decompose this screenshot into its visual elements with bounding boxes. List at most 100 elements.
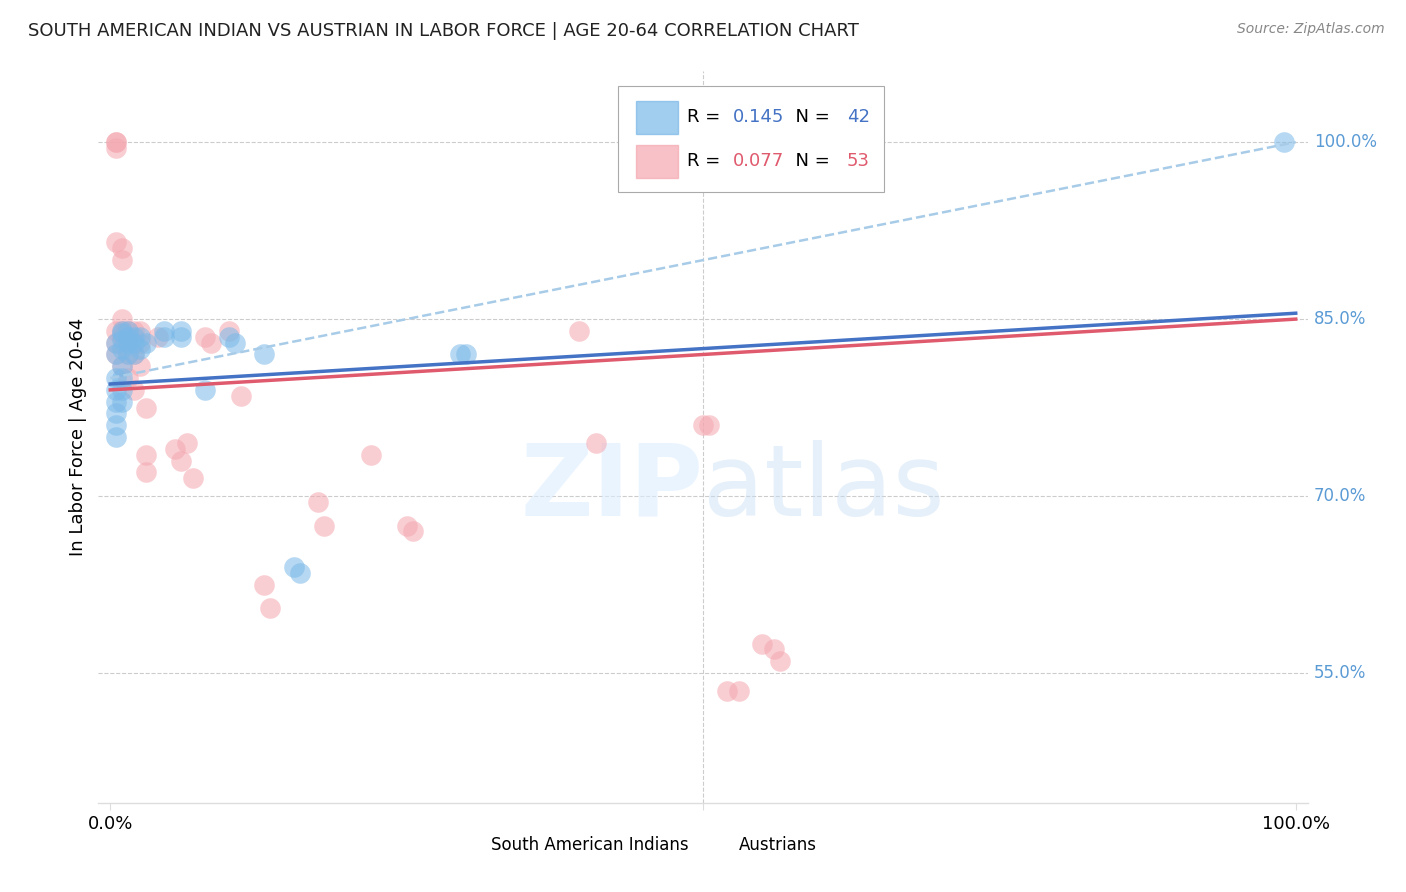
Point [692, 418, 714, 433]
Text: 70.0%: 70.0% [1313, 487, 1367, 505]
Point [111, 324, 134, 338]
Point [105, 141, 128, 155]
Point [697, 418, 720, 433]
Point [105, 347, 128, 361]
Point [117, 347, 139, 361]
Text: SOUTH AMERICAN INDIAN VS AUSTRIAN IN LABOR FORCE | AGE 20-64 CORRELATION CHART: SOUTH AMERICAN INDIAN VS AUSTRIAN IN LAB… [28, 22, 859, 40]
Point [111, 324, 134, 338]
Point [105, 394, 128, 409]
Point [727, 683, 749, 698]
Point [283, 559, 305, 574]
Point [312, 518, 335, 533]
Point [105, 418, 128, 433]
Text: N =: N = [785, 153, 835, 170]
Point [567, 324, 589, 338]
Text: Source: ZipAtlas.com: Source: ZipAtlas.com [1237, 22, 1385, 37]
Point [229, 389, 252, 403]
Text: atlas: atlas [703, 440, 945, 537]
Point [763, 642, 786, 657]
Point [585, 436, 607, 450]
Point [129, 335, 152, 350]
Point [122, 347, 145, 361]
Point [165, 442, 187, 456]
Point [194, 383, 217, 397]
Point [253, 577, 276, 591]
Point [181, 471, 204, 485]
Point [105, 407, 128, 421]
Point [218, 324, 240, 338]
Point [105, 383, 128, 397]
Point [111, 312, 134, 326]
Text: 55.0%: 55.0% [1313, 664, 1367, 682]
Point [111, 334, 134, 348]
Point [111, 359, 134, 374]
Point [111, 359, 134, 374]
Point [307, 495, 329, 509]
Point [176, 436, 198, 450]
Point [111, 342, 134, 356]
Point [105, 235, 128, 250]
Point [111, 371, 134, 385]
Point [122, 324, 145, 338]
Text: R =: R = [688, 153, 727, 170]
FancyBboxPatch shape [637, 145, 678, 178]
Point [129, 330, 152, 344]
Point [152, 330, 174, 344]
Point [105, 430, 128, 444]
Point [117, 330, 139, 344]
Point [170, 453, 193, 467]
Point [288, 566, 311, 580]
Text: 100.0%: 100.0% [1313, 133, 1376, 151]
Text: Austrians: Austrians [740, 836, 817, 855]
Point [259, 601, 281, 615]
Point [401, 524, 423, 539]
Point [135, 448, 157, 462]
Y-axis label: In Labor Force | Age 20-64: In Labor Force | Age 20-64 [69, 318, 87, 557]
Text: 0.145: 0.145 [734, 109, 785, 127]
Point [122, 335, 145, 350]
FancyBboxPatch shape [453, 833, 484, 858]
Point [716, 683, 738, 698]
Point [111, 326, 134, 341]
Point [129, 324, 152, 338]
Point [218, 330, 240, 344]
Point [769, 654, 792, 668]
Point [135, 335, 157, 350]
Point [117, 347, 139, 361]
Point [454, 347, 477, 361]
Text: R =: R = [688, 109, 727, 127]
Point [135, 466, 157, 480]
Point [170, 330, 193, 344]
Point [449, 347, 471, 361]
Point [194, 330, 217, 344]
Text: 53: 53 [846, 153, 870, 170]
Point [152, 324, 174, 338]
Point [129, 342, 152, 356]
Text: ZIP: ZIP [520, 440, 703, 537]
Point [1272, 135, 1295, 149]
Point [135, 401, 157, 415]
Point [117, 371, 139, 385]
Point [105, 335, 128, 350]
Point [111, 383, 134, 397]
Point [129, 359, 152, 374]
Point [253, 347, 276, 361]
Text: South American Indians: South American Indians [492, 836, 689, 855]
Point [111, 253, 134, 268]
Point [105, 371, 128, 385]
Point [224, 335, 246, 350]
Point [122, 347, 145, 361]
FancyBboxPatch shape [637, 101, 678, 135]
Point [117, 324, 139, 338]
Point [117, 330, 139, 344]
Text: 42: 42 [846, 109, 870, 127]
Point [751, 636, 773, 650]
Point [111, 394, 134, 409]
Point [146, 330, 169, 344]
Point [117, 324, 139, 338]
Point [360, 448, 382, 462]
FancyBboxPatch shape [619, 86, 884, 192]
Text: N =: N = [785, 109, 835, 127]
Point [122, 330, 145, 344]
Point [111, 241, 134, 255]
